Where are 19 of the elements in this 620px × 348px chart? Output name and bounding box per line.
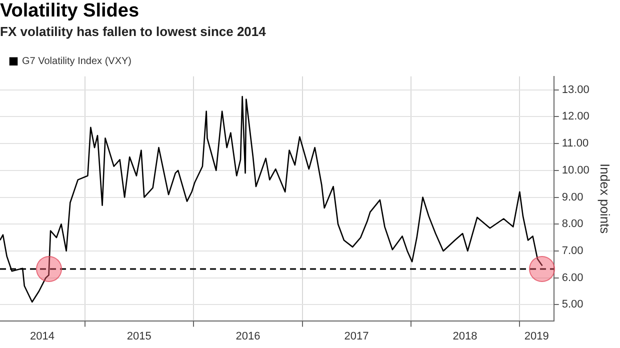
y-tick-label: 11.00 — [562, 138, 589, 150]
y-tick-label: 12.00 — [562, 110, 590, 123]
y-tick-label: 6.00 — [562, 272, 584, 284]
x-tick-label: 2016 — [236, 330, 260, 342]
x-tick-label: 2015 — [126, 330, 152, 342]
x-tick-label: 2014 — [30, 330, 54, 342]
y-tick-label: 10.00 — [562, 164, 590, 176]
x-tick-label: 2018 — [452, 330, 478, 342]
y-tick-label: 8.00 — [562, 218, 584, 230]
y-tick-label: 9.00 — [562, 191, 584, 204]
x-tick-label: 2017 — [344, 330, 369, 342]
y-tick-label: 7.00 — [562, 245, 584, 258]
y-axis-title: Index points — [598, 164, 613, 234]
x-tick-label: 2019 — [524, 330, 549, 342]
y-tick-label: 13.00 — [562, 84, 590, 96]
y-tick-label: 5.00 — [562, 298, 584, 311]
chart-subtitle: FX volatility has fallen to lowest since 2014 — [0, 24, 267, 40]
chart-title: Volatility Slides — [0, 0, 140, 22]
legend-label: G7 Volatility Index (VXY) — [22, 56, 132, 68]
